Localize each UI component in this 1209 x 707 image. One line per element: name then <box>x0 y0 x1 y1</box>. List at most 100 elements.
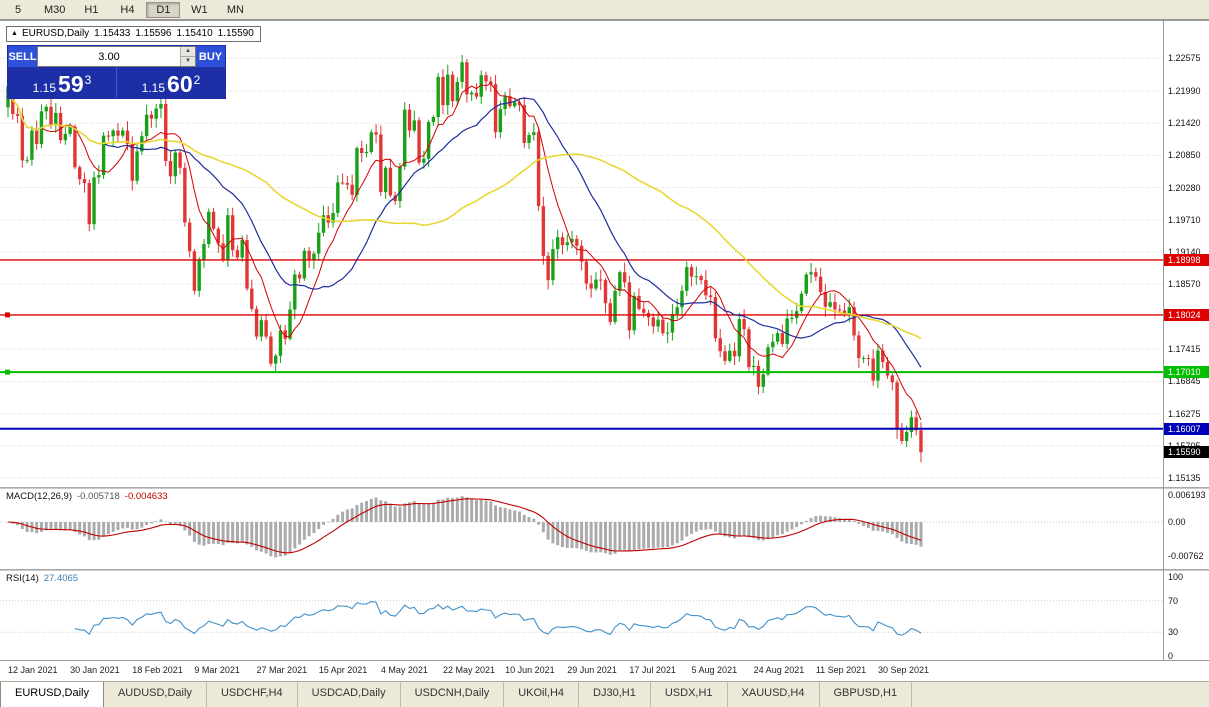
timeframe-toolbar: 5 M30 H1 H4 D1 W1 MN <box>0 0 1209 20</box>
pane-splitter[interactable] <box>0 487 1209 489</box>
macd-axis-label: -0.00762 <box>1168 550 1204 561</box>
tab-xauusd-h4[interactable]: XAUUSD,H4 <box>728 682 820 707</box>
sell-button[interactable]: SELL <box>8 46 37 67</box>
tab-audusd-daily[interactable]: AUDUSD,Daily <box>104 682 207 707</box>
price-axis-label: 1.16845 <box>1168 376 1201 387</box>
ohlc-low: 1.15410 <box>176 28 213 39</box>
ohlc-high: 1.15596 <box>135 28 172 39</box>
tab-usdcnh-daily[interactable]: USDCNH,Daily <box>401 682 505 707</box>
date-label: 30 Sep 2021 <box>877 665 929 675</box>
price-axis-label: 1.20850 <box>1168 150 1201 161</box>
price-badge: 1.18998 <box>1164 253 1209 266</box>
price-axis-label: 1.15135 <box>1168 472 1201 483</box>
date-label: 4 May 2021 <box>380 665 428 675</box>
price-axis-label: 1.18570 <box>1168 279 1201 290</box>
timeframe-button-m30[interactable]: M30 <box>44 3 66 16</box>
rsi-pane: RSI(14) 27.4065 <box>0 571 1163 660</box>
price-axis-label: 1.19140 <box>1168 246 1201 257</box>
macd-axis-label: 0.00 <box>1168 517 1186 527</box>
macd-pane: MACD(12,26,9) -0.005718 -0.004633 <box>0 489 1163 569</box>
ohlc-open: 1.15433 <box>94 28 131 39</box>
volume-spin-buttons: ▲ ▼ <box>180 47 195 66</box>
macd-main-value: -0.005718 <box>77 491 120 502</box>
sell-price-big: 59 <box>58 71 84 97</box>
macd-axis-label: 0.006193 <box>1168 489 1206 500</box>
date-label: 29 Jun 2021 <box>567 665 617 675</box>
price-axis-label: 1.20280 <box>1168 182 1201 193</box>
buy-price-small: 1.15 <box>141 81 166 95</box>
tab-eurusd-daily[interactable]: EURUSD,Daily <box>0 682 104 707</box>
rsi-axis-label: 70 <box>1168 595 1179 606</box>
rsi-title: RSI(14) <box>6 573 39 584</box>
date-label: 12 Jan 2021 <box>8 665 58 675</box>
price-badge: 1.16007 <box>1164 422 1209 435</box>
price-axis-label: 1.22575 <box>1168 52 1201 63</box>
rsi-axis-label: 100 <box>1168 572 1184 582</box>
price-badge: 1.18024 <box>1164 308 1209 321</box>
ohlc-close: 1.15590 <box>217 28 254 39</box>
sell-price-display[interactable]: 1.15 59 3 <box>8 67 116 98</box>
volume-stepper: ▲ ▼ <box>37 46 196 67</box>
timeframe-button-d1[interactable]: D1 <box>146 1 181 18</box>
timeframe-button-w1[interactable]: W1 <box>191 3 208 16</box>
rsi-axis[interactable]: 100 70 30 0 <box>1164 571 1209 661</box>
macd-canvas[interactable] <box>0 489 1163 569</box>
buy-button[interactable]: BUY <box>196 46 225 67</box>
rsi-canvas[interactable] <box>0 571 1163 660</box>
ohlc-info-box: ▲ EURUSD,Daily 1.15433 1.15596 1.15410 1.1559… <box>6 26 261 42</box>
pane-splitter[interactable] <box>0 569 1209 571</box>
date-label: 30 Jan 2021 <box>70 665 120 675</box>
date-label: 27 Mar 2021 <box>256 665 308 675</box>
timeframe-button-h4[interactable]: H4 <box>120 3 135 16</box>
rsi-axis-label: 0 <box>1168 651 1174 661</box>
price-axis-label: 1.15705 <box>1168 441 1201 451</box>
price-axis-label: 1.21990 <box>1168 86 1201 96</box>
volume-decrease-button[interactable]: ▼ <box>181 57 195 66</box>
price-axis-label: 1.16275 <box>1168 408 1201 419</box>
tab-usdchf-h4[interactable]: USDCHF,H4 <box>207 682 298 707</box>
date-label: 15 Apr 2021 <box>318 665 368 675</box>
macd-label: MACD(12,26,9) -0.005718 -0.004633 <box>6 491 168 502</box>
price-badge: 1.15590 <box>1164 446 1209 459</box>
tab-usdcad-daily[interactable]: USDCAD,Daily <box>298 682 401 707</box>
time-axis-border <box>0 660 1209 661</box>
price-axis-label: 1.19710 <box>1168 214 1201 225</box>
chart-tab-bar: EURUSD,Daily AUDUSD,Daily USDCHF,H4 USDCAD,… <box>0 681 1209 707</box>
macd-title: MACD(12,26,9) <box>6 491 72 502</box>
macd-axis[interactable]: 0.006193 0.00 -0.00762 <box>1164 489 1209 569</box>
date-label: 18 Feb 2021 <box>132 665 183 675</box>
timeframe-button-h1[interactable]: H1 <box>84 3 99 16</box>
tab-usdx-h1[interactable]: USDX,H1 <box>651 682 728 707</box>
sell-price-small: 1.15 <box>32 81 57 95</box>
tab-ukoil-h4[interactable]: UKOil,H4 <box>504 682 580 707</box>
tab-dj30-h1[interactable]: DJ30,H1 <box>579 682 651 707</box>
sell-price-pip: 3 <box>84 73 92 87</box>
expand-triangle-icon: ▲ <box>11 30 18 37</box>
rsi-axis-label: 30 <box>1168 627 1179 638</box>
date-label: 9 Mar 2021 <box>194 665 240 675</box>
rsi-label: RSI(14) 27.4065 <box>6 573 78 584</box>
tab-gbpusd-h1[interactable]: GBPUSD,H1 <box>820 682 913 707</box>
rsi-value: 27.4065 <box>43 573 79 584</box>
chart-top-border <box>0 20 1209 21</box>
timeframe-button-5[interactable]: 5 <box>14 3 22 16</box>
date-label: 11 Sep 2021 <box>815 665 867 675</box>
axis-separator <box>1163 21 1164 661</box>
buy-price-display[interactable]: 1.15 60 2 <box>116 67 225 98</box>
date-label: 22 May 2021 <box>442 665 496 675</box>
buy-price-pip: 2 <box>193 73 201 87</box>
price-chart-canvas[interactable] <box>0 21 1163 487</box>
price-axis-label: 1.17415 <box>1168 344 1201 355</box>
price-badge: 1.17010 <box>1164 366 1209 379</box>
volume-input[interactable] <box>38 47 180 66</box>
volume-increase-button[interactable]: ▲ <box>181 47 195 57</box>
buy-price-big: 60 <box>167 71 193 97</box>
date-label: 10 Jun 2021 <box>505 665 555 675</box>
time-axis[interactable]: 12 Jan 2021 30 Jan 2021 18 Feb 2021 9 Mar 2… <box>0 661 1209 681</box>
date-label: 24 Aug 2021 <box>753 665 805 675</box>
macd-signal-value: -0.004633 <box>124 491 168 502</box>
price-axis[interactable]: 1.22575 1.21990 1.21420 1.20850 1.20280 1.197… <box>1164 21 1209 487</box>
timeframe-button-mn[interactable]: MN <box>226 3 244 16</box>
